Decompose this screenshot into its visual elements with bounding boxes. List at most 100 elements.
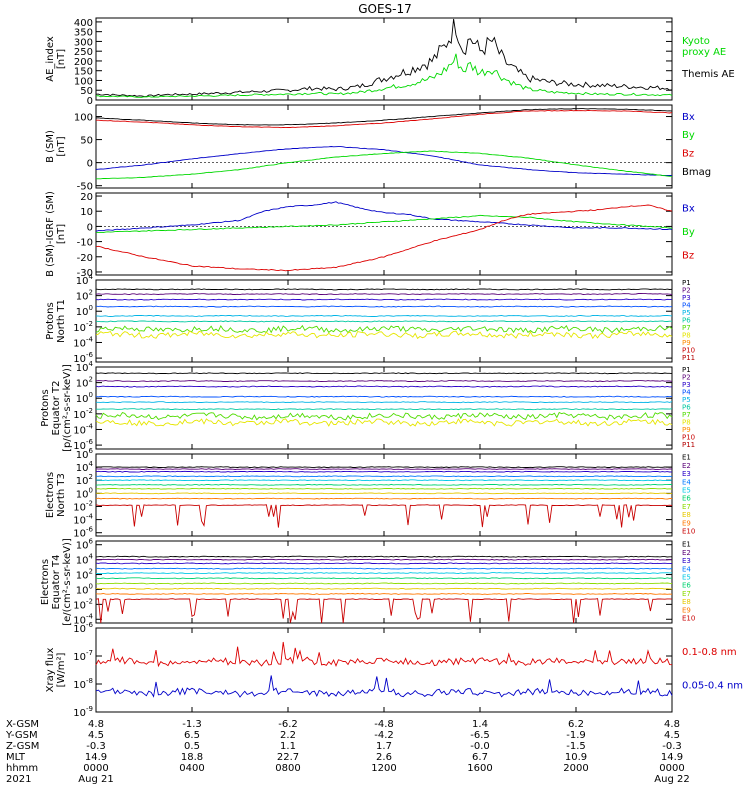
series-en-e4 bbox=[96, 475, 673, 478]
legend-kyoto-proxy-ae: Kyoto proxy AE bbox=[682, 36, 726, 58]
x-tick-value: -1.9 bbox=[566, 730, 586, 741]
y-tick-label: 102 bbox=[76, 376, 93, 390]
legend-e9: E9 bbox=[682, 519, 691, 527]
series-en-e2 bbox=[95, 468, 673, 470]
series-b-bz bbox=[96, 109, 673, 129]
y-axis-label: Electrons bbox=[45, 472, 56, 518]
y-tick-label: 0 bbox=[87, 96, 93, 107]
legend-bmag: Bmag bbox=[682, 167, 711, 178]
panel-db: -30 -20 -10 0 10 20 B (SM)-IGRF (SM) [nT] Bx By Bz bbox=[45, 191, 695, 279]
legend-p10: P10 bbox=[682, 433, 695, 441]
y-tick-label: 50 bbox=[80, 86, 93, 97]
legend-p11: P11 bbox=[682, 354, 695, 362]
series-pe-p7 bbox=[95, 411, 673, 421]
panel-frame bbox=[95, 104, 673, 189]
legend-p2: P2 bbox=[682, 287, 691, 295]
legend-p10: P10 bbox=[682, 346, 695, 354]
y-tick-label: 10-6 bbox=[73, 621, 93, 635]
legend-p11: P11 bbox=[682, 441, 695, 449]
legend-p5: P5 bbox=[682, 309, 691, 317]
y-axis-label: Equator T2 bbox=[51, 381, 62, 436]
legend-p4: P4 bbox=[682, 389, 691, 397]
series-ee-e7 bbox=[95, 582, 673, 585]
series-pe-p3 bbox=[95, 385, 673, 388]
series-ee-e2 bbox=[95, 558, 673, 561]
x-tick-value: -0.3 bbox=[662, 741, 682, 752]
y-tick-label: 102 bbox=[76, 473, 93, 487]
x-row-label: hhmm bbox=[6, 763, 38, 774]
y-tick-label: 10-6 bbox=[73, 438, 93, 452]
legend-e7: E7 bbox=[682, 590, 691, 598]
y-axis-label: B (SM) bbox=[45, 130, 56, 163]
x-tick-value: 0400 bbox=[179, 763, 204, 774]
x-tick-value: 4.8 bbox=[88, 719, 104, 730]
legend-e3: E3 bbox=[682, 557, 691, 565]
y-tick-label: 50 bbox=[80, 136, 93, 147]
y-tick-label: 10-2 bbox=[73, 597, 93, 611]
y-tick-label: 104 bbox=[76, 553, 94, 567]
series-b-by bbox=[96, 150, 672, 180]
legend-e8: E8 bbox=[682, 598, 691, 606]
y-tick-label: -20 bbox=[77, 253, 93, 264]
y-tick-label: 10-8 bbox=[73, 677, 93, 691]
legend-e10: E10 bbox=[682, 615, 695, 623]
legend-p5: P5 bbox=[682, 396, 691, 404]
legend-p9: P9 bbox=[682, 339, 691, 347]
series-ae-kyoto-proxy-ae bbox=[95, 53, 673, 98]
x-tick-value: 0000 bbox=[659, 763, 684, 774]
x-row-label: Z-GSM bbox=[6, 741, 39, 752]
x-tick-value: -1.5 bbox=[566, 741, 586, 752]
panel-xr: 10-6 10-7 10-8 10-9 Xray flux [W/m²] 0.1-0.8 n… bbox=[45, 621, 743, 719]
panel-frame bbox=[95, 453, 673, 537]
panel-frame bbox=[95, 17, 673, 101]
x-tick-value: Aug 21 bbox=[78, 774, 113, 785]
y-tick-label: 10-7 bbox=[73, 649, 93, 663]
x-tick-value: -4.8 bbox=[374, 719, 394, 730]
x-tick-value: 6.2 bbox=[568, 719, 584, 730]
legend-p1: P1 bbox=[682, 366, 691, 374]
x-tick-value: 1.7 bbox=[376, 741, 392, 752]
y-axis-label: AE_index bbox=[45, 36, 56, 82]
series-pn-p4 bbox=[95, 305, 673, 308]
series-ee-e6 bbox=[95, 577, 673, 580]
y-axis-label: North T3 bbox=[56, 473, 67, 517]
legend-bz: Bz bbox=[682, 149, 694, 160]
y-tick-label: 20 bbox=[80, 192, 93, 203]
y-tick-label: 100 bbox=[76, 486, 93, 500]
legend-e4: E4 bbox=[682, 565, 691, 573]
y-tick-label: 10-2 bbox=[73, 407, 93, 421]
x-tick-value: 1600 bbox=[467, 763, 492, 774]
series-pn-p8 bbox=[95, 330, 673, 340]
series-ae-themis-ae bbox=[95, 18, 673, 98]
series-xr-0-05-0-4-nm bbox=[95, 675, 673, 698]
y-tick-label: 106 bbox=[76, 447, 94, 461]
x-tick-value: 2.2 bbox=[280, 730, 296, 741]
y-tick-label: 200 bbox=[74, 57, 93, 68]
y-axis-label: Equator T4 bbox=[51, 555, 62, 610]
series-en-e7 bbox=[95, 487, 673, 490]
series-ee-e10 bbox=[95, 598, 673, 624]
series-en-e9 bbox=[95, 497, 673, 500]
y-tick-label: 100 bbox=[74, 76, 93, 87]
panel-b: -50 0 50 100 B (SM) [nT] Bx By Bz Bmag bbox=[45, 104, 711, 193]
x-tick-value: 4.5 bbox=[88, 730, 104, 741]
legend-p4: P4 bbox=[682, 302, 691, 310]
panel-frame bbox=[95, 366, 673, 450]
series-pn-p3 bbox=[95, 298, 672, 301]
series-pe-p2 bbox=[95, 380, 673, 383]
y-tick-label: 10-6 bbox=[73, 526, 93, 540]
legend-themis-ae: Themis AE bbox=[681, 69, 735, 80]
x-row-label: MLT bbox=[6, 752, 26, 763]
series-pe-p5 bbox=[96, 401, 673, 404]
legend-e2: E2 bbox=[682, 462, 691, 470]
legend-p3: P3 bbox=[682, 381, 691, 389]
series-ee-e9 bbox=[95, 592, 673, 595]
legend-p6: P6 bbox=[682, 316, 691, 324]
y-tick-label: 10-6 bbox=[73, 351, 93, 365]
x-tick-value: 0.5 bbox=[184, 741, 200, 752]
